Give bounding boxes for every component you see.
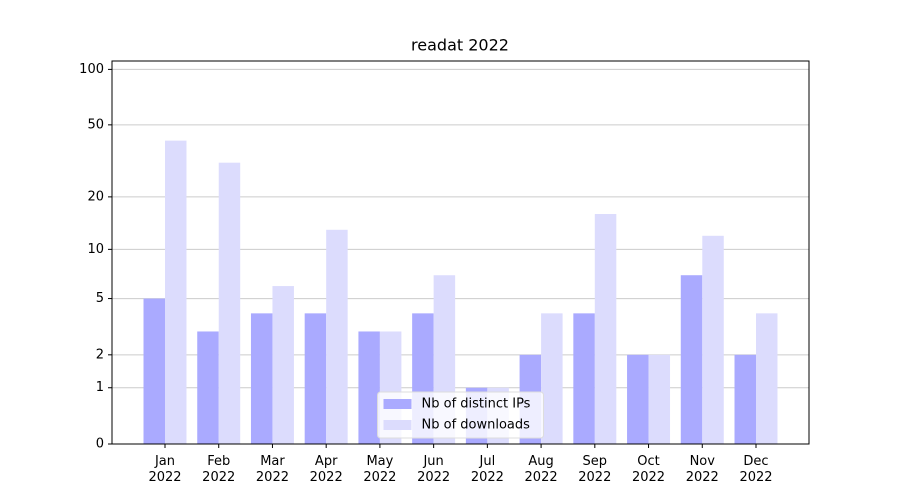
y-tick-label: 100 xyxy=(79,62,104,77)
bar xyxy=(680,275,703,444)
x-tick-label: Jan 2022 xyxy=(148,454,181,485)
y-tick-label: 50 xyxy=(87,117,104,132)
bar xyxy=(702,235,724,444)
y-tick-label: 20 xyxy=(87,189,104,204)
bar xyxy=(541,313,563,444)
bar xyxy=(218,162,241,444)
y-tick-label: 2 xyxy=(96,347,104,362)
y-tick-label: 5 xyxy=(96,291,104,306)
x-tick-label: Sep 2022 xyxy=(578,454,611,485)
x-tick-label: Aug 2022 xyxy=(525,454,558,485)
bar xyxy=(250,313,273,444)
x-tick-label: Apr 2022 xyxy=(310,454,343,485)
bar xyxy=(326,229,348,444)
x-tick-label: Jun 2022 xyxy=(417,454,450,485)
x-tick-label: Nov 2022 xyxy=(686,454,719,485)
bar xyxy=(627,354,649,444)
legend-label: Nb of downloads xyxy=(422,418,531,433)
bar xyxy=(358,331,380,444)
bar xyxy=(143,298,165,444)
x-tick-label: Jul 2022 xyxy=(471,454,504,485)
bar xyxy=(594,214,617,444)
bar xyxy=(304,313,327,444)
y-tick-label: 10 xyxy=(87,242,104,257)
plot-frame xyxy=(111,60,810,445)
x-tick-label: May 2022 xyxy=(363,454,396,485)
legend: Nb of distinct IPs Nb of downloads xyxy=(377,391,544,439)
bar xyxy=(197,331,219,444)
legend-swatch xyxy=(383,420,412,430)
bar xyxy=(272,286,294,444)
x-tick-label: Feb 2022 xyxy=(202,454,235,485)
bar xyxy=(648,354,671,444)
bar xyxy=(573,313,595,444)
x-tick-label: Dec 2022 xyxy=(739,454,772,485)
y-tick-label: 1 xyxy=(96,380,104,395)
legend-box xyxy=(377,391,544,439)
legend-label: Nb of distinct IPs xyxy=(422,397,531,412)
bar xyxy=(756,313,778,444)
bar xyxy=(165,140,187,444)
x-tick-label: Oct 2022 xyxy=(632,454,665,485)
chart-title: readat 2022 xyxy=(411,36,509,55)
bar xyxy=(734,354,756,444)
y-tick-label: 0 xyxy=(96,437,104,452)
x-tick-label: Mar 2022 xyxy=(256,454,289,485)
legend-swatch xyxy=(383,399,412,409)
